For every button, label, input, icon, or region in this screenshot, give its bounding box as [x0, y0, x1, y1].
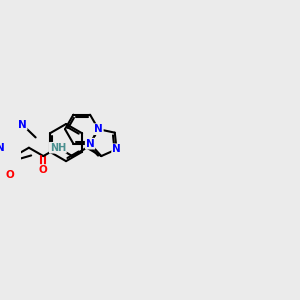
Text: O: O [39, 165, 48, 175]
Text: N: N [112, 144, 121, 154]
Text: N: N [18, 119, 27, 130]
Text: NH: NH [50, 143, 66, 153]
Text: N: N [0, 143, 4, 153]
Text: N: N [94, 124, 103, 134]
Text: N: N [86, 139, 94, 149]
Text: O: O [5, 170, 14, 180]
